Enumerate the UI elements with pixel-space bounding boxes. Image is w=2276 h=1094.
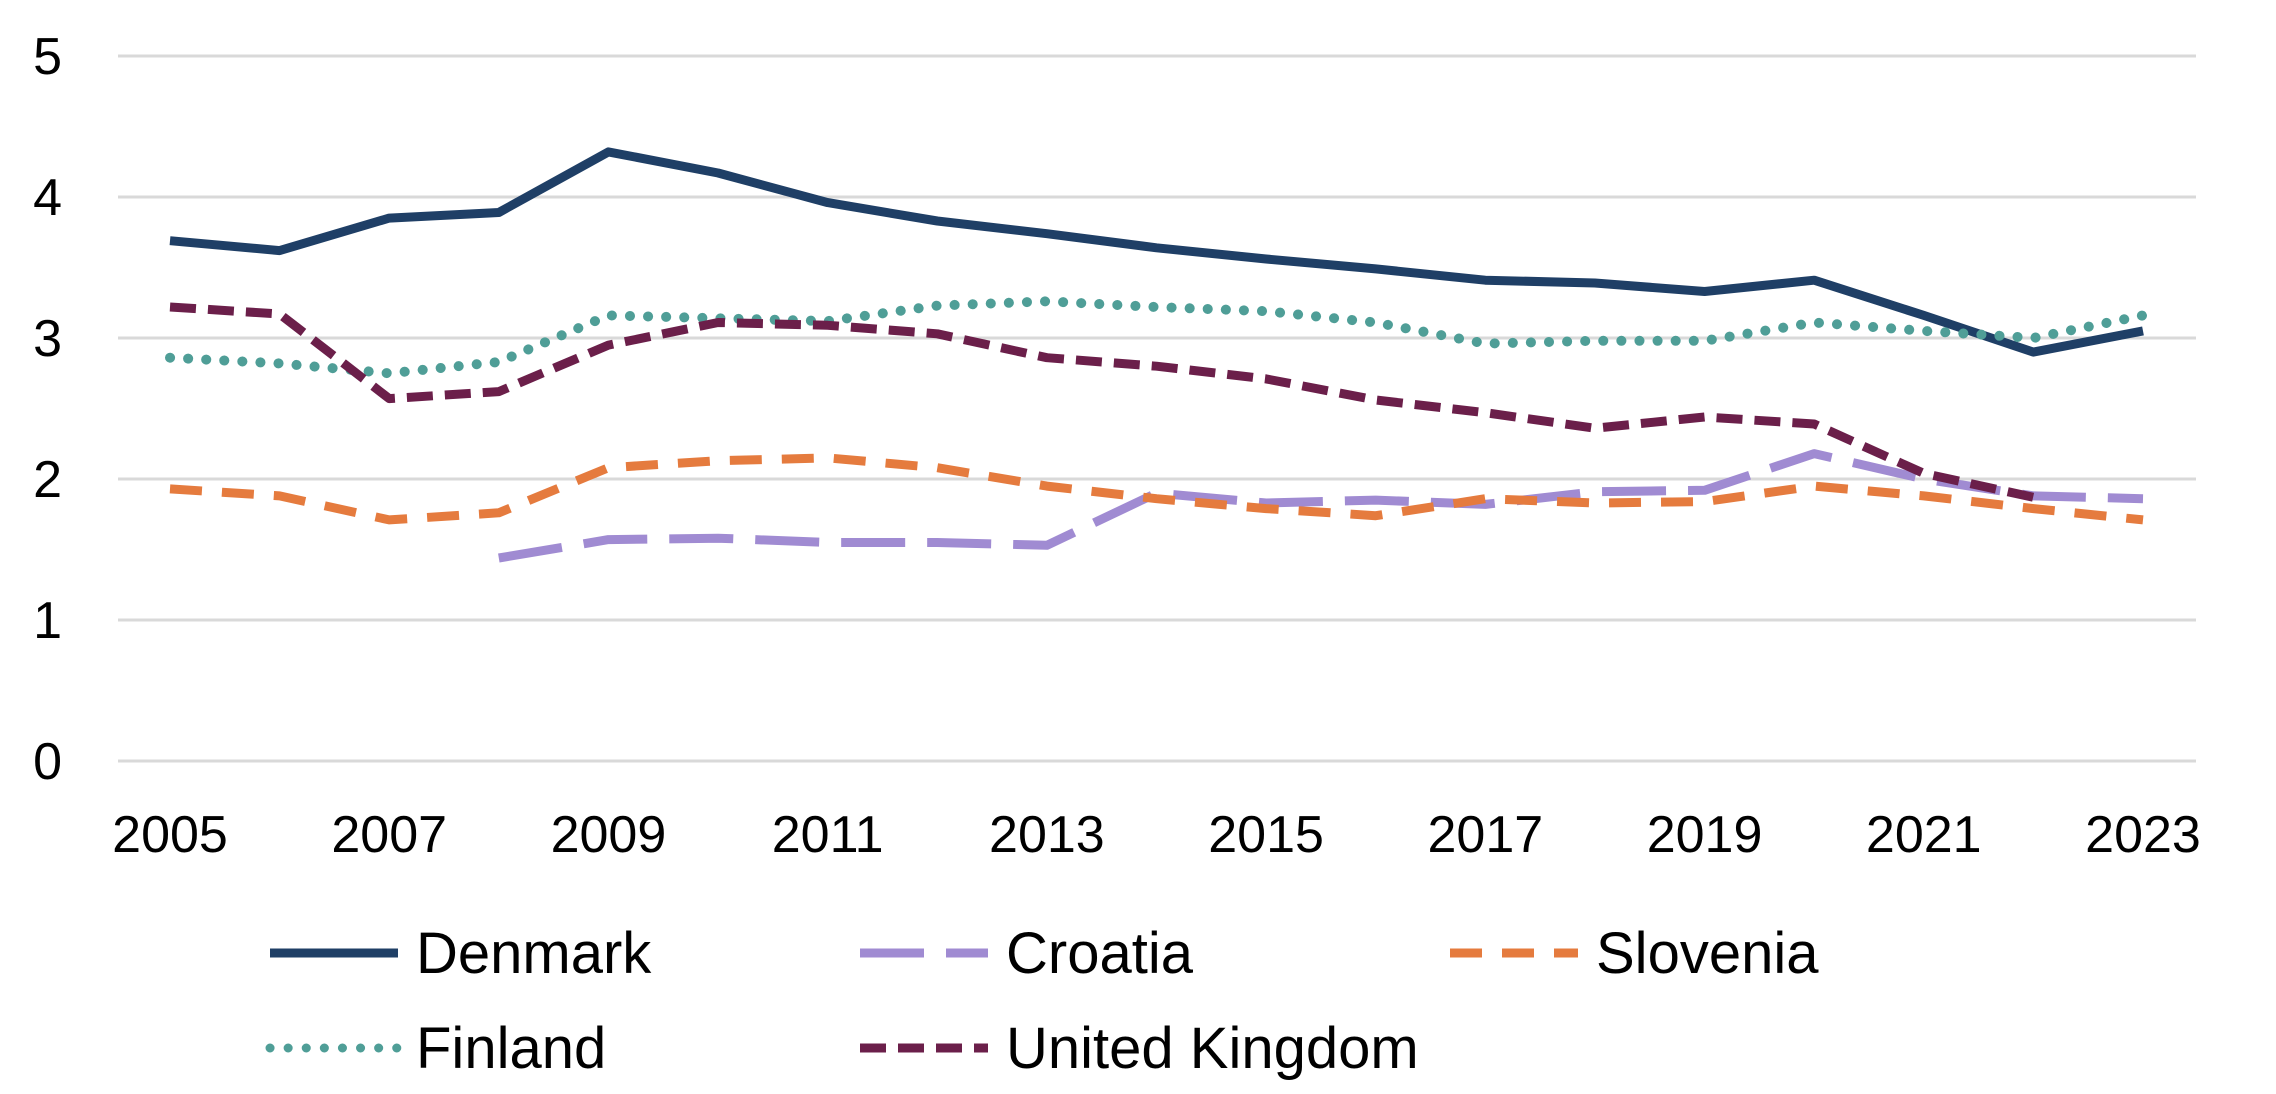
legend-label-united-kingdom: United Kingdom [1006,1016,1419,1081]
x-tick-label-2009: 2009 [551,806,667,864]
legend-item-finland: Finland [265,1016,606,1081]
y-tick-label-2: 2 [33,451,62,509]
y-tick-label-5: 5 [33,28,62,86]
y-axis-tick-labels: 0 1 2 3 4 5 [33,28,62,791]
x-tick-label-2007: 2007 [331,806,447,864]
legend-label-croatia: Croatia [1006,921,1194,986]
y-tick-label-0: 0 [33,733,62,791]
legend: Denmark Croatia Slovenia Finland United King… [265,921,1819,1081]
x-tick-label-2017: 2017 [1427,806,1543,864]
series-line-finland [165,296,2148,379]
x-tick-label-2013: 2013 [989,806,1105,864]
x-axis-tick-labels: 2005 2007 2009 2011 2013 2015 2017 2019 2021 2023 [112,806,2201,864]
series-lines [165,147,2148,563]
series-line-united-kingdom [169,302,2035,502]
y-tick-label-4: 4 [33,169,62,227]
legend-item-united-kingdom: United Kingdom [860,1016,1419,1081]
gridlines [118,54,2196,763]
series-line-slovenia [169,453,2144,525]
x-tick-label-2015: 2015 [1208,806,1324,864]
legend-label-denmark: Denmark [416,921,652,986]
x-tick-label-2019: 2019 [1647,806,1763,864]
x-tick-label-2011: 2011 [772,806,884,864]
series-line-croatia [498,449,2144,563]
y-tick-label-3: 3 [33,310,62,368]
legend-label-finland: Finland [416,1016,606,1081]
x-tick-label-2023: 2023 [2085,806,2201,864]
legend-item-croatia: Croatia [860,921,1194,986]
legend-item-slovenia: Slovenia [1450,921,1819,986]
series-line-denmark [169,147,2144,357]
legend-label-slovenia: Slovenia [1596,921,1819,986]
x-tick-label-2021: 2021 [1866,806,1982,864]
y-tick-label-1: 1 [33,592,62,650]
x-tick-label-2005: 2005 [112,806,228,864]
legend-item-denmark: Denmark [270,921,652,986]
